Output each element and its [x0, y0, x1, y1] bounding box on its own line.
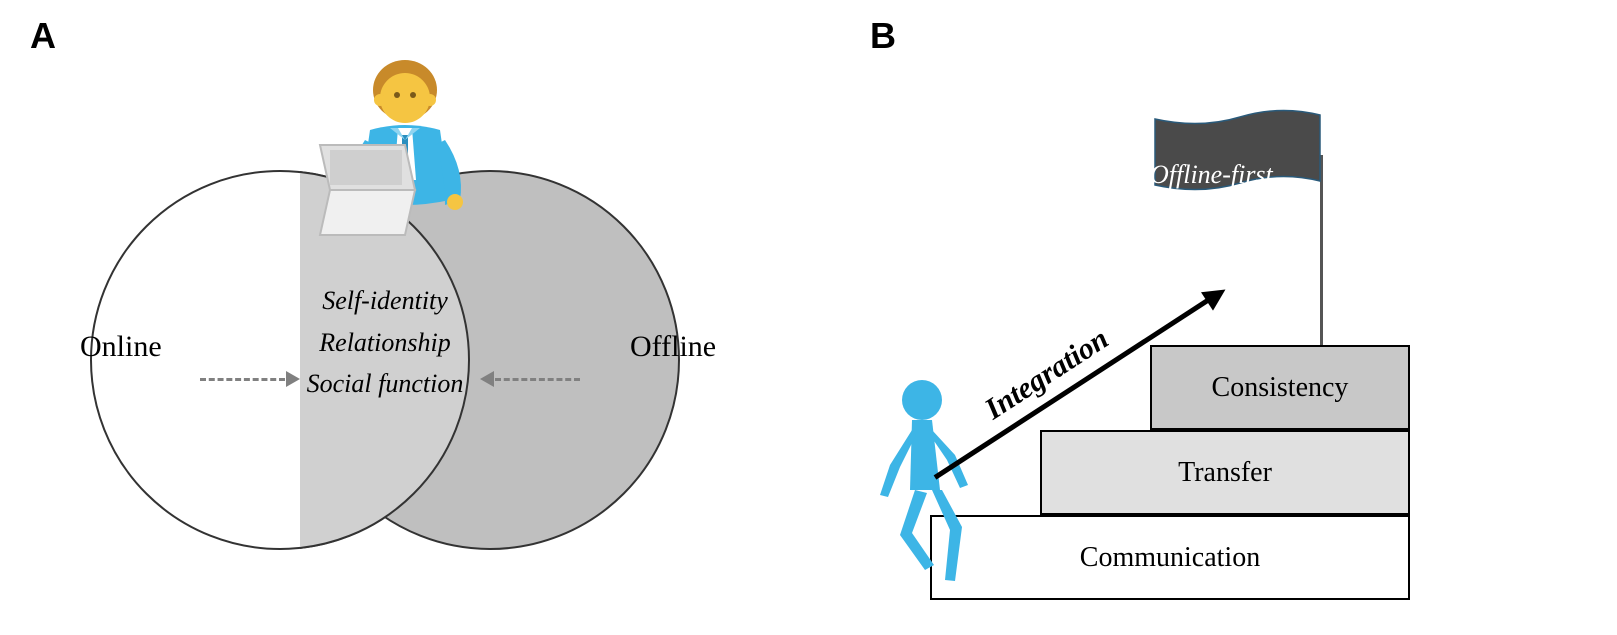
arrow-online-to-center — [200, 378, 285, 381]
step-transfer: Transfer — [1040, 430, 1410, 515]
step-communication: Communication — [930, 515, 1410, 600]
label-online: Online — [80, 330, 162, 364]
step1-label: Communication — [1080, 542, 1260, 574]
step-consistency: Consistency — [1150, 345, 1410, 430]
arrow-offline-to-center — [495, 378, 580, 381]
venn-diagram: Online Offline Self-identity Relationshi… — [50, 110, 750, 610]
panel-a-label: A — [30, 15, 56, 57]
staircase-diagram: Communication Transfer Consistency Offli… — [900, 80, 1600, 620]
arrowhead-right — [480, 371, 494, 387]
walking-person-icon — [850, 375, 990, 600]
integration-arrow-head — [1201, 280, 1231, 310]
panel-b-label: B — [870, 15, 896, 57]
step3-label: Consistency — [1212, 372, 1349, 404]
intersection-text: Self-identity Relationship Social functi… — [300, 280, 470, 405]
person-laptop-icon — [310, 50, 490, 255]
intersection-line3: Social function — [300, 363, 470, 405]
intersection-line2: Relationship — [300, 322, 470, 364]
step2-label: Transfer — [1178, 457, 1272, 489]
arrowhead-left — [286, 371, 300, 387]
label-offline: Offline — [630, 330, 716, 364]
intersection-line1: Self-identity — [300, 280, 470, 322]
flag-text: Offline-first — [1150, 160, 1273, 190]
